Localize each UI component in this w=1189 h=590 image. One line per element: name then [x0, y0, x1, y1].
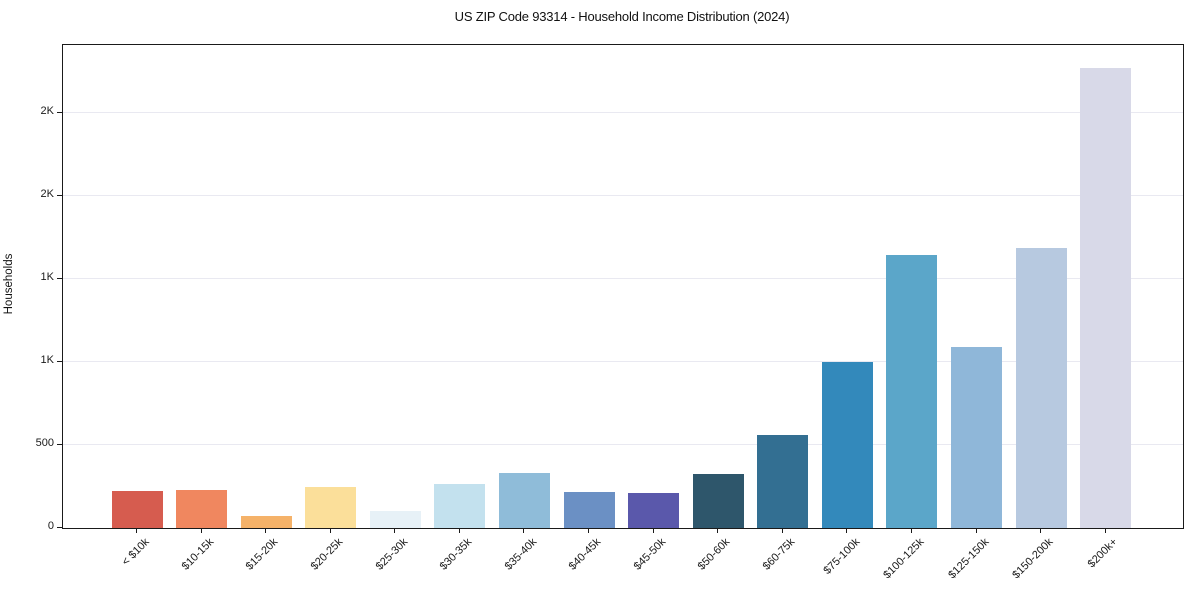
gridline: [63, 278, 1183, 280]
y-tick-mark: [57, 112, 62, 114]
x-tick-label: $10-15k: [179, 536, 217, 573]
bar-$50-60k: [692, 474, 744, 528]
bar-$75-100k: [821, 362, 873, 528]
y-axis-label: Households: [3, 253, 15, 315]
x-tick-label: $60-75k: [760, 536, 798, 573]
bar-$150-200k: [1015, 247, 1067, 528]
y-tick-label: 2K: [40, 188, 54, 201]
x-tick-mark: [652, 528, 654, 533]
bar-$20-25k: [305, 487, 357, 528]
x-tick-label: $200k+: [1085, 536, 1121, 571]
x-tick-label: $30-35k: [437, 536, 475, 573]
bar-$45-50k: [628, 492, 680, 528]
x-tick-mark: [265, 528, 267, 533]
y-tick-mark: [57, 444, 62, 445]
x-tick-mark: [329, 528, 331, 533]
x-tick-label: $75-100k: [820, 536, 862, 577]
bar-$10-15k: [176, 489, 228, 528]
bar-$30-35k: [434, 484, 486, 528]
y-tick-mark: [57, 278, 62, 280]
x-tick-label: $25-30k: [373, 536, 410, 573]
y-tick-label: 1K: [40, 271, 54, 284]
chart-title: US ZIP Code 93314 - Household Income Dis…: [454, 9, 790, 24]
x-tick-mark: [846, 528, 848, 533]
x-tick-mark: [588, 528, 590, 533]
plot-area: [62, 44, 1184, 529]
x-tick-label: $100-125k: [881, 536, 927, 582]
bar-$25-30k: [369, 511, 421, 528]
gridline: [63, 112, 1183, 114]
x-tick-label: $20-25k: [308, 536, 346, 573]
x-tick-label: $45-50k: [631, 536, 669, 573]
y-tick-mark: [57, 527, 62, 528]
x-tick-mark: [1104, 528, 1106, 533]
y-tick-label: 1K: [40, 354, 54, 367]
bar-$60-75k: [757, 435, 809, 528]
bar-$35-40k: [498, 473, 550, 528]
x-tick-label: $150-200k: [1010, 536, 1056, 582]
gridline: [63, 361, 1183, 363]
x-tick-mark: [136, 528, 137, 533]
x-tick-label: < $10k: [119, 536, 152, 569]
x-tick-mark: [717, 528, 719, 533]
x-tick-mark: [458, 528, 460, 533]
y-tick-mark: [57, 195, 62, 197]
x-tick-mark: [975, 528, 977, 533]
x-tick-mark: [781, 528, 783, 533]
bar-$125-150k: [951, 347, 1003, 528]
x-tick-mark: [910, 528, 912, 533]
bar-$40-45k: [563, 491, 615, 528]
x-tick-label: $35-40k: [502, 536, 539, 573]
bar-< $10k: [111, 490, 163, 528]
x-tick-mark: [200, 528, 202, 533]
x-tick-label: $50-60k: [696, 536, 733, 573]
bar-$100-125k: [886, 254, 938, 528]
x-tick-label: $15-20k: [244, 536, 281, 573]
bar-$200k+: [1080, 68, 1132, 528]
y-tick-label: 0: [47, 520, 54, 532]
y-tick-label: 2K: [40, 105, 54, 118]
gridline: [63, 444, 1183, 446]
x-tick-mark: [394, 528, 396, 533]
x-tick-label: $40-45k: [566, 536, 604, 573]
x-tick-mark: [523, 528, 525, 533]
y-tick-label: 500: [35, 437, 54, 449]
bar-$15-20k: [240, 516, 292, 528]
x-tick-label: $125-150k: [945, 536, 992, 582]
x-tick-mark: [1040, 528, 1042, 533]
y-tick-mark: [57, 361, 62, 363]
gridline: [63, 195, 1183, 197]
